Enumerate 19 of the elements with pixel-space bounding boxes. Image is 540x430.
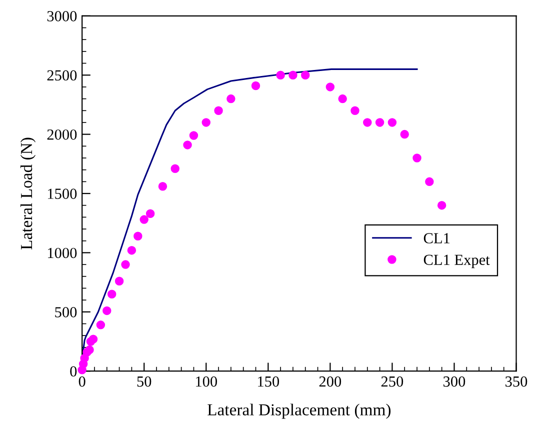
x-tick-label: 0: [78, 376, 86, 387]
y-tick-label: 2500: [47, 70, 77, 81]
y-tick-label: 1000: [48, 248, 77, 258]
x-tick-label: 50: [137, 376, 152, 387]
y-tick-label: 500: [55, 307, 77, 318]
legend-label: CL1 Expet: [424, 254, 490, 268]
x-tick-label: 200: [319, 376, 342, 387]
x-tick-label: 350: [506, 376, 528, 387]
legend-label: CL1: [424, 233, 450, 244]
y-axis-title: Lateral Load (N): [20, 138, 36, 250]
y-tick-label: 2000: [47, 129, 77, 140]
x-axis-title: Lateral Displacement (mm): [208, 404, 391, 419]
x-tick-label: 100: [196, 376, 217, 387]
y-tick-label: 3000: [47, 11, 77, 22]
y-tick-label: 0: [70, 366, 77, 377]
x-tick-label: 250: [381, 376, 404, 387]
x-tick-label: 150: [258, 376, 280, 387]
x-tick-label: 300: [443, 376, 466, 387]
y-tick-label: 1500: [48, 188, 77, 199]
